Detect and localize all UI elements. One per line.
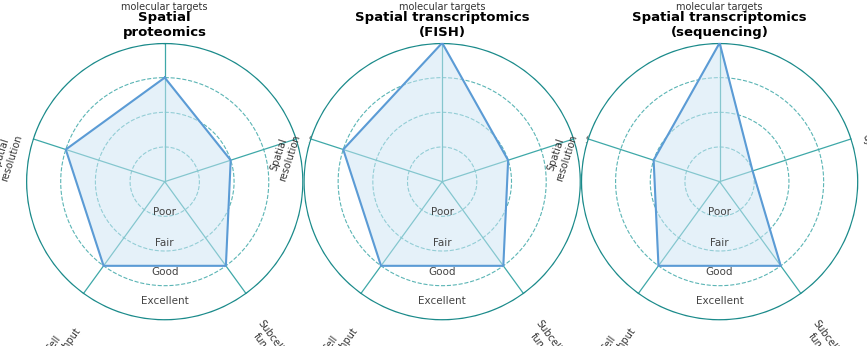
Text: Spatial
resolution: Spatial resolution: [266, 129, 302, 182]
Text: Excellent: Excellent: [695, 296, 744, 306]
Text: Temporal
dynamics: Temporal dynamics: [305, 129, 340, 181]
Polygon shape: [343, 43, 508, 266]
Text: Spatial transcriptomics
(sequencing): Spatial transcriptomics (sequencing): [632, 11, 807, 39]
Polygon shape: [654, 43, 781, 266]
Text: Poor: Poor: [431, 207, 453, 217]
Text: Subcellular
function: Subcellular function: [525, 319, 574, 346]
Text: Spatial
resolution: Spatial resolution: [0, 129, 24, 182]
Text: Spatial
proteomics: Spatial proteomics: [123, 11, 206, 39]
Text: Temporal
dynamics: Temporal dynamics: [860, 129, 867, 181]
Text: Cell
throughput: Cell throughput: [33, 319, 82, 346]
Text: Cell
throughput: Cell throughput: [588, 319, 637, 346]
Text: Fair: Fair: [155, 238, 174, 248]
Text: No. of
molecular targets: No. of molecular targets: [121, 0, 208, 12]
Polygon shape: [66, 78, 231, 266]
Text: Subcellular
function: Subcellular function: [247, 319, 297, 346]
Text: Fair: Fair: [433, 238, 452, 248]
Text: Subcellular
function: Subcellular function: [802, 319, 851, 346]
Text: Excellent: Excellent: [140, 296, 189, 306]
Text: No. of
molecular targets: No. of molecular targets: [676, 0, 763, 12]
Text: Good: Good: [706, 267, 733, 277]
Text: Good: Good: [151, 267, 179, 277]
Text: Spatial
resolution: Spatial resolution: [544, 129, 579, 182]
Text: No. of
molecular targets: No. of molecular targets: [399, 0, 486, 12]
Text: Fair: Fair: [710, 238, 729, 248]
Text: Cell
throughput: Cell throughput: [310, 319, 360, 346]
Text: Poor: Poor: [153, 207, 176, 217]
Text: Temporal
dynamics: Temporal dynamics: [583, 129, 617, 181]
Text: Spatial transcriptomics
(FISH): Spatial transcriptomics (FISH): [355, 11, 530, 39]
Text: Excellent: Excellent: [418, 296, 466, 306]
Text: Poor: Poor: [708, 207, 731, 217]
Text: Good: Good: [428, 267, 456, 277]
